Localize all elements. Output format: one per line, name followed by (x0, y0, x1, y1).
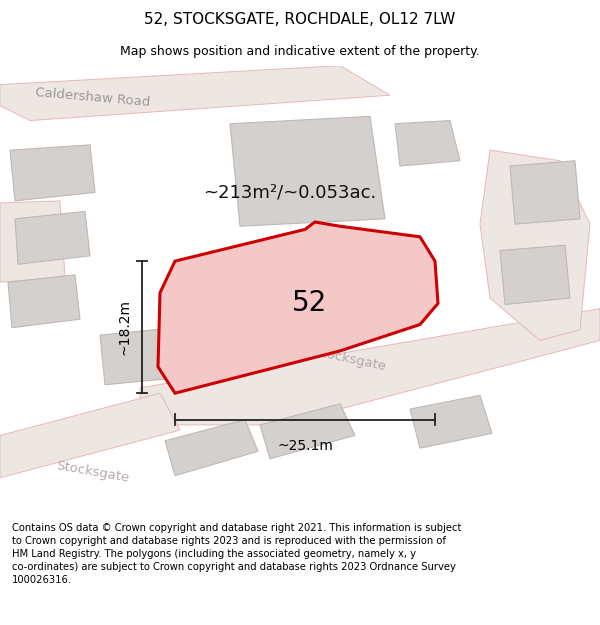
Polygon shape (10, 145, 95, 201)
Text: Map shows position and indicative extent of the property.: Map shows position and indicative extent… (120, 45, 480, 58)
Text: 52, STOCKSGATE, ROCHDALE, OL12 7LW: 52, STOCKSGATE, ROCHDALE, OL12 7LW (145, 12, 455, 27)
Polygon shape (140, 309, 600, 425)
Polygon shape (410, 395, 492, 448)
Polygon shape (0, 201, 65, 282)
Polygon shape (15, 211, 90, 264)
Polygon shape (500, 245, 570, 304)
Polygon shape (8, 275, 80, 328)
Polygon shape (0, 66, 390, 121)
Text: ~18.2m: ~18.2m (118, 299, 132, 355)
Polygon shape (165, 419, 258, 476)
Text: Stocksgate: Stocksgate (55, 459, 130, 485)
Polygon shape (158, 222, 438, 393)
Text: Caldershaw Road: Caldershaw Road (35, 86, 151, 109)
Text: Stocksgate: Stocksgate (313, 346, 388, 373)
Polygon shape (260, 404, 355, 459)
Text: ~25.1m: ~25.1m (277, 439, 333, 452)
Polygon shape (100, 328, 182, 385)
Text: ~213m²/~0.053ac.: ~213m²/~0.053ac. (203, 183, 377, 201)
Polygon shape (230, 116, 385, 226)
Polygon shape (395, 121, 460, 166)
Polygon shape (480, 150, 590, 341)
Polygon shape (0, 393, 180, 478)
Text: 52: 52 (292, 289, 328, 318)
Text: Contains OS data © Crown copyright and database right 2021. This information is : Contains OS data © Crown copyright and d… (12, 522, 461, 586)
Polygon shape (510, 161, 580, 224)
